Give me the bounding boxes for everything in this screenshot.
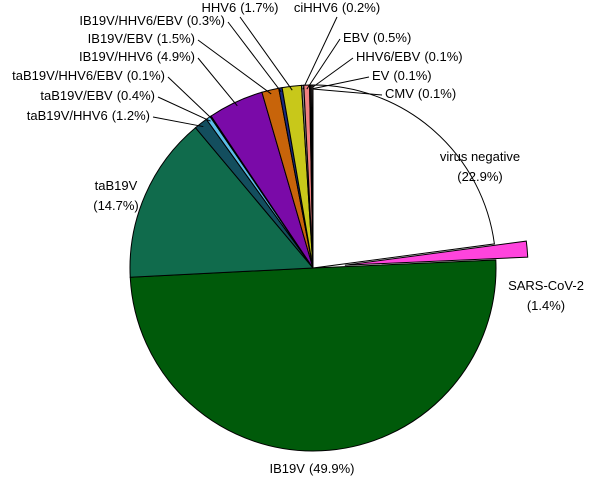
leader-line — [157, 96, 211, 122]
slice-name: CMV — [385, 86, 414, 101]
slice-label: taB19V/HHV6 (1.2%) — [27, 108, 150, 123]
leader-line — [311, 76, 370, 90]
slice-value: (0.5%) — [373, 30, 411, 45]
slice-label: SARS-CoV-2 (1.4%) — [508, 278, 584, 313]
slice-name: taB19V — [95, 178, 138, 193]
slice-value: (0.3%) — [187, 13, 225, 28]
slice-label: taB19V (14.7%) — [93, 178, 139, 213]
slice-value: (49.9%) — [309, 461, 355, 476]
leader-line — [227, 21, 282, 93]
leader-line — [197, 57, 238, 107]
leader-line — [152, 116, 204, 128]
slice-value: (1.5%) — [157, 31, 195, 46]
slice-name: EV — [372, 68, 390, 83]
slice-label: ciHHV6 (0.2%) — [294, 0, 380, 15]
pie-slice — [312, 84, 495, 269]
leader-line — [167, 76, 214, 120]
slice-value: (0.1%) — [393, 68, 431, 83]
slice-value: (22.9%) — [457, 169, 503, 184]
pie-slice — [129, 127, 315, 278]
leader-line — [197, 39, 272, 95]
slice-value: (1.4%) — [527, 298, 565, 313]
slice-label: IB19V/HHV6 (4.9%) — [79, 49, 195, 64]
slice-name: HHV6/EBV — [356, 49, 421, 64]
slice-name: IB19V/EBV — [88, 31, 153, 46]
slice-label: virus negative (22.9%) — [440, 149, 520, 184]
slice-name: virus negative — [440, 149, 520, 164]
slice-name: taB19V/HHV6/EBV — [12, 68, 123, 83]
slice-value: (0.1%) — [127, 68, 165, 83]
slice-name: IB19V/HHV6/EBV — [79, 13, 183, 28]
slice-value: (0.4%) — [117, 88, 155, 103]
slice-label: EBV (0.5%) — [343, 30, 411, 45]
slice-value: (0.1%) — [418, 86, 456, 101]
slice-value: (4.9%) — [157, 49, 195, 64]
slice-name: IB19V — [270, 461, 306, 476]
slice-value: (0.2%) — [342, 0, 380, 15]
slice-value: (1.7%) — [240, 0, 278, 15]
slice-label: HHV6 (1.7%) — [202, 0, 279, 15]
slice-label: HHV6/EBV (0.1%) — [356, 49, 463, 64]
leader-line — [312, 88, 383, 96]
slice-label: taB19V/HHV6/EBV (0.1%) — [12, 68, 165, 83]
leader-line — [306, 38, 341, 90]
slice-name: IB19V/HHV6 — [79, 49, 153, 64]
slice-label: IB19V/EBV (1.5%) — [88, 31, 195, 46]
slice-value: (14.7%) — [93, 198, 139, 213]
pie-slice — [311, 84, 314, 269]
leader-line — [309, 57, 354, 90]
slice-name: EBV — [343, 30, 369, 45]
slice-name: taB19V/EBV — [40, 88, 113, 103]
slice-label: IB19V/HHV6/EBV (0.3%) — [79, 13, 225, 28]
pie-slice — [344, 240, 529, 266]
slice-name: taB19V/HHV6 — [27, 108, 108, 123]
slice-value: (1.2%) — [112, 108, 150, 123]
slice-label: EV (0.1%) — [372, 68, 432, 83]
leader-line — [302, 16, 338, 90]
slice-name: SARS-CoV-2 — [508, 278, 584, 293]
slice-label: IB19V (49.9%) — [270, 461, 355, 476]
pie-slice — [129, 259, 497, 452]
leader-line — [239, 16, 293, 91]
slice-name: HHV6 — [202, 0, 237, 15]
slice-label: CMV (0.1%) — [385, 86, 456, 101]
slice-name: ciHHV6 — [294, 0, 338, 15]
slice-value: (0.1%) — [424, 49, 462, 64]
slice-label: taB19V/EBV (0.4%) — [40, 88, 155, 103]
